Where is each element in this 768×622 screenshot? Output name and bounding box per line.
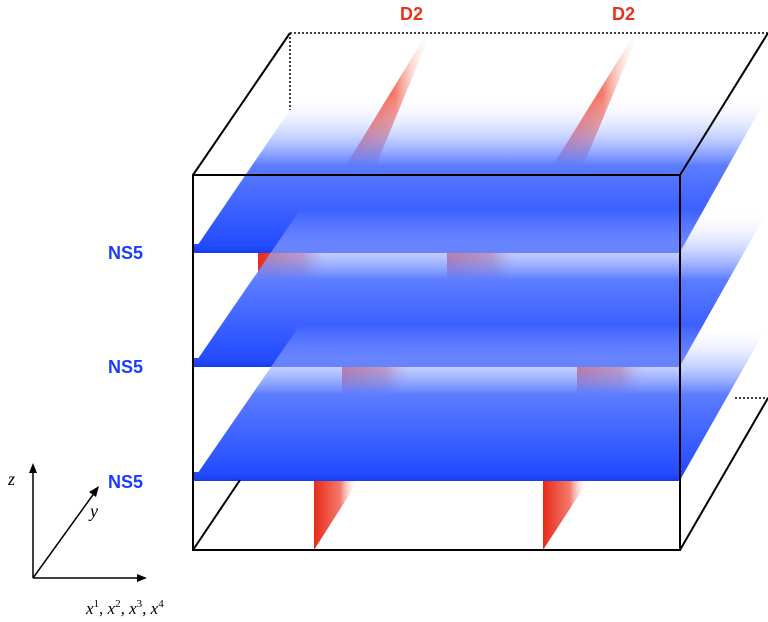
ns5-label-bottom: NS5	[108, 472, 143, 492]
d2-label-right: D2	[612, 4, 635, 24]
cube-back-edges	[289, 32, 768, 399]
ns5-label-top: NS5	[108, 243, 143, 263]
axis-label-z: z	[7, 469, 15, 489]
cube-front-edges	[192, 32, 768, 551]
d2-label-left: D2	[400, 4, 423, 24]
d2-brane-bottom-right	[543, 481, 588, 550]
ns5-brane-bottom	[193, 325, 768, 480]
d2-brane-bottom-left	[314, 481, 358, 550]
axis-label-y: y	[88, 501, 98, 521]
ns5-brane-bottom-front	[193, 472, 680, 481]
axis-label-x: x1, x2, x3, x4	[85, 598, 164, 618]
ns5-label-middle: NS5	[108, 357, 143, 377]
coordinate-axes	[29, 463, 147, 582]
